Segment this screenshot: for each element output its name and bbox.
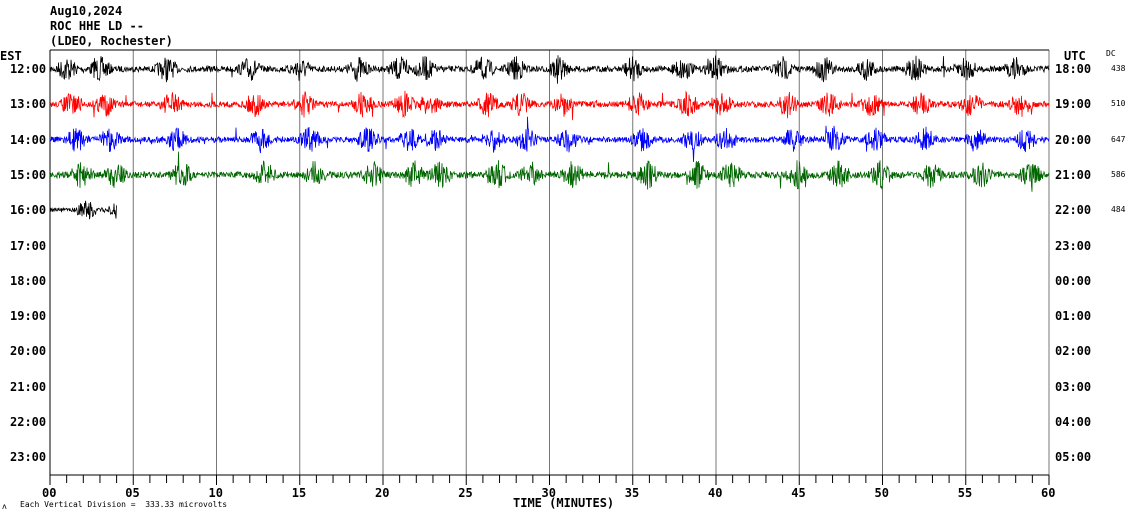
- trace-1600: [50, 201, 117, 220]
- helicorder-plot: [0, 0, 1130, 519]
